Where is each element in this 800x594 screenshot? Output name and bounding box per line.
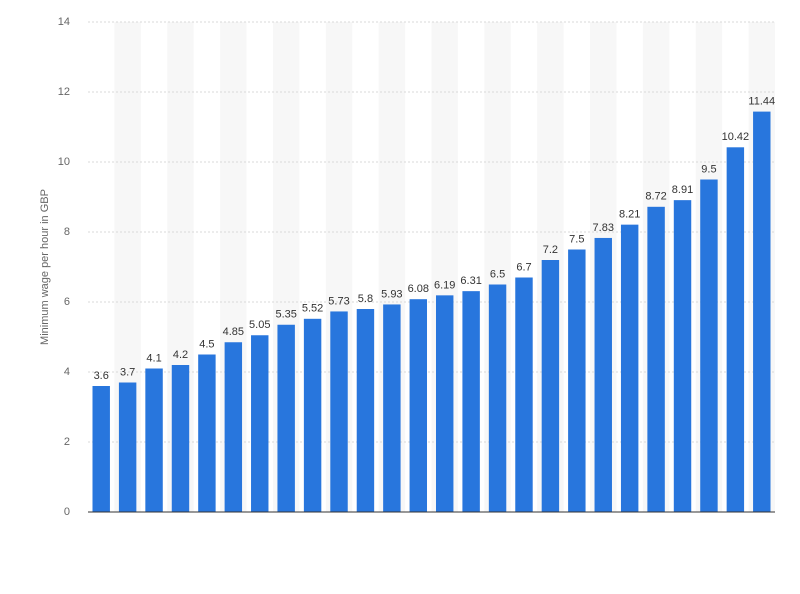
value-label: 8.91 [672,184,693,196]
value-label: 3.7 [120,366,135,378]
value-label: 10.42 [722,131,750,143]
bar [356,309,375,512]
bar [435,295,454,512]
bar [541,260,560,512]
bar [145,368,163,512]
value-label: 7.5 [569,233,584,245]
value-label: 8.72 [645,191,666,203]
bar [224,342,243,512]
value-label: 4.2 [173,349,188,361]
bar [726,147,745,513]
bar [568,249,586,512]
value-label: 9.5 [701,163,716,175]
y-axis-label: Minimum wage per hour in GBP [39,189,51,345]
value-label: 7.2 [543,244,558,256]
bar [753,111,771,512]
bar [647,206,665,513]
value-label: 5.93 [381,288,402,300]
bar [594,237,612,512]
value-label: 5.52 [302,303,323,315]
y-tick-label: 12 [58,86,70,98]
bar [92,386,110,512]
bar [383,304,401,512]
y-tick-label: 6 [64,296,70,308]
value-label: 8.21 [619,209,640,221]
bar [171,365,190,512]
bar [673,200,692,512]
value-label: 11.44 [748,96,775,108]
value-label: 5.05 [249,319,270,331]
value-label: 5.73 [328,295,349,307]
bar [330,311,348,512]
bar [488,284,507,512]
y-tick-label: 0 [64,506,70,518]
bar [409,299,428,512]
y-tick-label: 4 [64,366,70,378]
value-label: 5.8 [358,293,373,305]
value-label: 6.7 [516,261,531,273]
value-label: 4.5 [199,338,214,350]
bar [620,224,639,512]
value-label: 6.19 [434,279,455,291]
value-label: 4.1 [146,352,161,364]
y-tick-label: 2 [64,436,70,448]
bar [251,335,269,512]
bar [462,291,480,512]
bar [118,382,137,512]
value-label: 6.08 [408,283,429,295]
y-tick-label: 8 [64,226,70,238]
value-label: 6.31 [460,275,481,287]
bar [277,324,295,512]
y-tick-label: 14 [58,16,70,28]
bar [700,179,718,512]
value-label: 3.6 [94,370,109,382]
value-label: 6.5 [490,268,505,280]
bar [198,354,216,512]
bar [303,318,322,512]
value-label: 5.35 [275,309,296,321]
bar [515,277,533,512]
value-label: 4.85 [223,326,244,338]
y-tick-label: 10 [58,156,70,168]
value-label: 7.83 [593,222,614,234]
